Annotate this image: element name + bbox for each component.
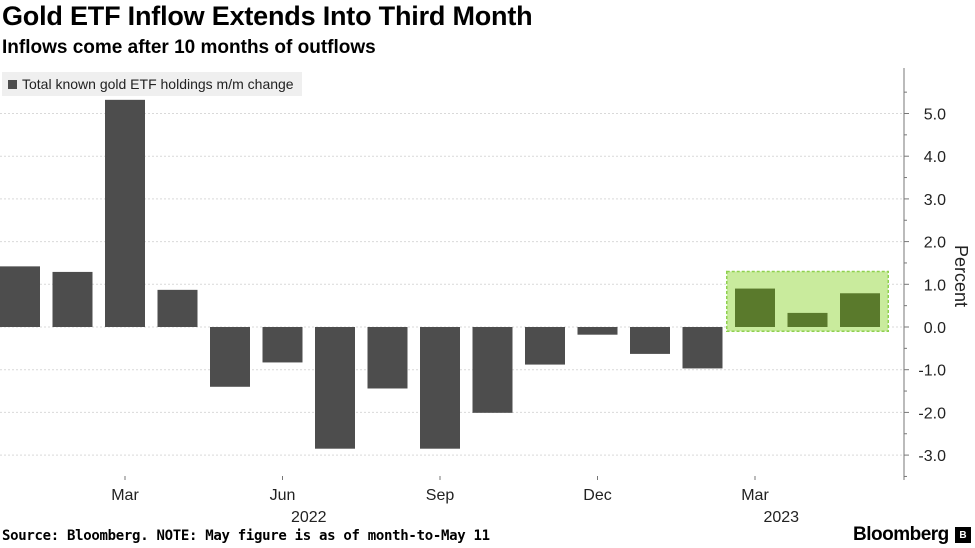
x-year-label: 2023 — [763, 509, 799, 526]
bar — [472, 327, 513, 413]
bar — [735, 288, 775, 327]
y-tick-label: 0.0 — [924, 320, 946, 337]
bar — [630, 327, 670, 354]
chart-subtitle: Inflows come after 10 months of outflows — [2, 37, 376, 58]
x-year-label: 2022 — [291, 509, 327, 526]
y-tick-label: 4.0 — [924, 149, 946, 166]
bar — [262, 327, 303, 363]
bar — [525, 327, 565, 365]
bar — [210, 327, 250, 387]
bar — [682, 327, 723, 369]
y-tick-label: -2.0 — [918, 405, 946, 422]
y-tick-label: 5.0 — [924, 107, 946, 124]
bar — [157, 289, 198, 327]
bar — [840, 293, 880, 327]
bar — [420, 327, 460, 449]
x-tick-label: Jun — [270, 487, 296, 504]
source-note: Source: Bloomberg. NOTE: May figure is a… — [2, 528, 490, 544]
bar — [52, 271, 93, 327]
y-axis-label: Percent — [951, 245, 971, 307]
y-tick-label: -1.0 — [918, 363, 946, 380]
bar — [577, 327, 618, 335]
bloomberg-badge-icon: B — [955, 527, 971, 543]
bar — [315, 327, 355, 449]
bloomberg-logo: Bloomberg — [853, 524, 949, 545]
bar — [787, 312, 828, 327]
x-tick-label: Mar — [111, 487, 139, 504]
y-tick-label: 2.0 — [924, 235, 946, 252]
legend-swatch — [8, 79, 17, 89]
legend: Total known gold ETF holdings m/m change — [2, 72, 302, 96]
bar — [105, 99, 145, 327]
bar — [0, 266, 40, 327]
y-tick-label: 1.0 — [924, 277, 946, 294]
bar — [367, 327, 408, 389]
y-tick-label: 3.0 — [924, 192, 946, 209]
y-tick-label: -3.0 — [918, 448, 946, 465]
x-tick-label: Dec — [583, 487, 611, 504]
x-tick-label: Mar — [741, 487, 769, 504]
x-tick-label: Sep — [426, 487, 455, 504]
legend-label: Total known gold ETF holdings m/m change — [22, 76, 294, 92]
chart-title: Gold ETF Inflow Extends Into Third Month — [2, 1, 533, 31]
